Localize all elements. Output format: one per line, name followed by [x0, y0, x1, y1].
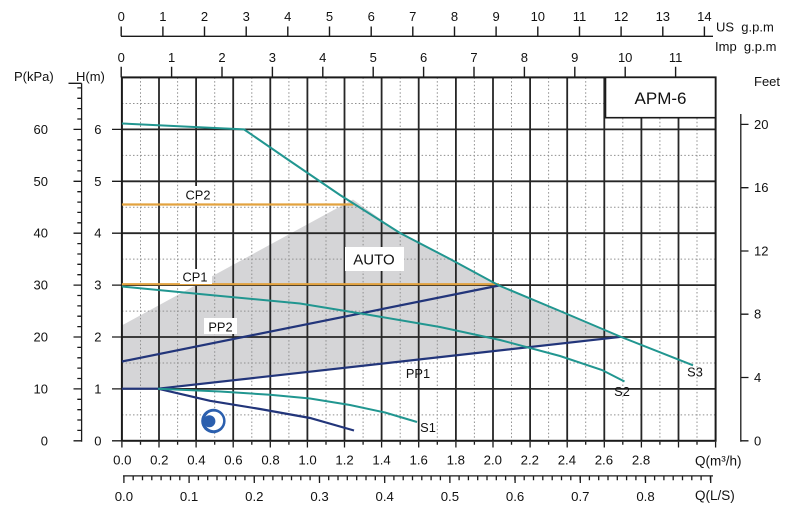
svg-text:12: 12	[754, 244, 768, 259]
svg-text:Feet: Feet	[754, 74, 780, 89]
svg-text:7: 7	[409, 9, 416, 24]
svg-text:S3: S3	[687, 365, 703, 380]
svg-text:7: 7	[470, 50, 477, 65]
svg-text:50: 50	[34, 174, 48, 189]
svg-text:13: 13	[656, 9, 670, 24]
svg-text:30: 30	[34, 278, 48, 293]
svg-text:US g.p.m: US g.p.m	[716, 20, 774, 35]
svg-text:0.0: 0.0	[113, 453, 131, 468]
svg-text:1.6: 1.6	[410, 453, 428, 468]
svg-text:4: 4	[319, 50, 326, 65]
svg-text:4: 4	[754, 370, 761, 385]
svg-text:3: 3	[269, 50, 276, 65]
svg-text:0.5: 0.5	[441, 489, 459, 504]
svg-text:1.0: 1.0	[298, 453, 316, 468]
svg-text:9: 9	[571, 50, 578, 65]
svg-text:2.8: 2.8	[632, 453, 650, 468]
svg-text:8: 8	[754, 307, 761, 322]
svg-text:PP1: PP1	[406, 366, 430, 381]
svg-text:APM-6: APM-6	[635, 89, 687, 108]
svg-text:1.8: 1.8	[447, 453, 465, 468]
svg-text:2: 2	[201, 9, 208, 24]
svg-text:0: 0	[118, 50, 125, 65]
svg-text:3: 3	[94, 278, 101, 293]
svg-text:2.6: 2.6	[595, 453, 613, 468]
svg-text:CP1: CP1	[183, 270, 208, 285]
svg-text:0.0: 0.0	[115, 489, 133, 504]
svg-text:12: 12	[614, 9, 628, 24]
svg-text:P(kPa): P(kPa)	[14, 69, 54, 84]
svg-text:2.0: 2.0	[484, 453, 502, 468]
svg-text:1.2: 1.2	[335, 453, 353, 468]
svg-text:10: 10	[531, 9, 545, 24]
svg-text:0.7: 0.7	[571, 489, 589, 504]
svg-text:0.3: 0.3	[310, 489, 328, 504]
svg-text:0: 0	[41, 433, 48, 448]
svg-text:1.4: 1.4	[372, 453, 390, 468]
svg-text:8: 8	[451, 9, 458, 24]
svg-text:4: 4	[94, 226, 101, 241]
svg-text:1: 1	[159, 9, 166, 24]
svg-text:0.4: 0.4	[187, 453, 205, 468]
svg-text:0.8: 0.8	[636, 489, 654, 504]
svg-text:60: 60	[34, 122, 48, 137]
svg-text:0: 0	[118, 9, 125, 24]
svg-text:10: 10	[34, 381, 48, 396]
svg-text:6: 6	[420, 50, 427, 65]
svg-text:0.8: 0.8	[261, 453, 279, 468]
svg-text:16: 16	[754, 180, 768, 195]
svg-text:14: 14	[697, 9, 711, 24]
svg-text:8: 8	[521, 50, 528, 65]
svg-text:0.2: 0.2	[245, 489, 263, 504]
svg-text:2.2: 2.2	[521, 453, 539, 468]
svg-text:0.4: 0.4	[376, 489, 394, 504]
svg-text:H(m): H(m)	[76, 69, 105, 84]
svg-text:11: 11	[573, 9, 587, 24]
svg-text:Q(L/S): Q(L/S)	[695, 488, 735, 503]
svg-text:2.4: 2.4	[558, 453, 576, 468]
svg-text:Imp g.p.m: Imp g.p.m	[715, 39, 776, 54]
svg-text:0.2: 0.2	[150, 453, 168, 468]
svg-text:9: 9	[492, 9, 499, 24]
svg-text:5: 5	[370, 50, 377, 65]
svg-text:20: 20	[754, 117, 768, 132]
svg-text:3: 3	[243, 9, 250, 24]
svg-text:Q(m³/h): Q(m³/h)	[695, 454, 742, 469]
svg-text:0.1: 0.1	[180, 489, 198, 504]
svg-text:10: 10	[618, 50, 632, 65]
svg-text:40: 40	[34, 226, 48, 241]
svg-text:0.6: 0.6	[224, 453, 242, 468]
svg-text:AUTO: AUTO	[353, 252, 394, 269]
svg-text:5: 5	[94, 174, 101, 189]
svg-text:11: 11	[669, 50, 683, 65]
svg-text:0: 0	[754, 433, 761, 448]
svg-text:5: 5	[326, 9, 333, 24]
svg-text:4: 4	[284, 9, 291, 24]
svg-text:S1: S1	[420, 420, 436, 435]
svg-text:PP2: PP2	[208, 320, 232, 335]
svg-text:CP2: CP2	[186, 188, 211, 203]
svg-text:2: 2	[94, 330, 101, 345]
svg-text:0: 0	[94, 433, 101, 448]
svg-text:6: 6	[368, 9, 375, 24]
svg-text:1: 1	[94, 381, 101, 396]
svg-text:0.6: 0.6	[506, 489, 524, 504]
svg-text:2: 2	[218, 50, 225, 65]
svg-text:S2: S2	[614, 384, 630, 399]
svg-text:6: 6	[94, 122, 101, 137]
svg-text:1: 1	[168, 50, 175, 65]
svg-text:20: 20	[34, 330, 48, 345]
